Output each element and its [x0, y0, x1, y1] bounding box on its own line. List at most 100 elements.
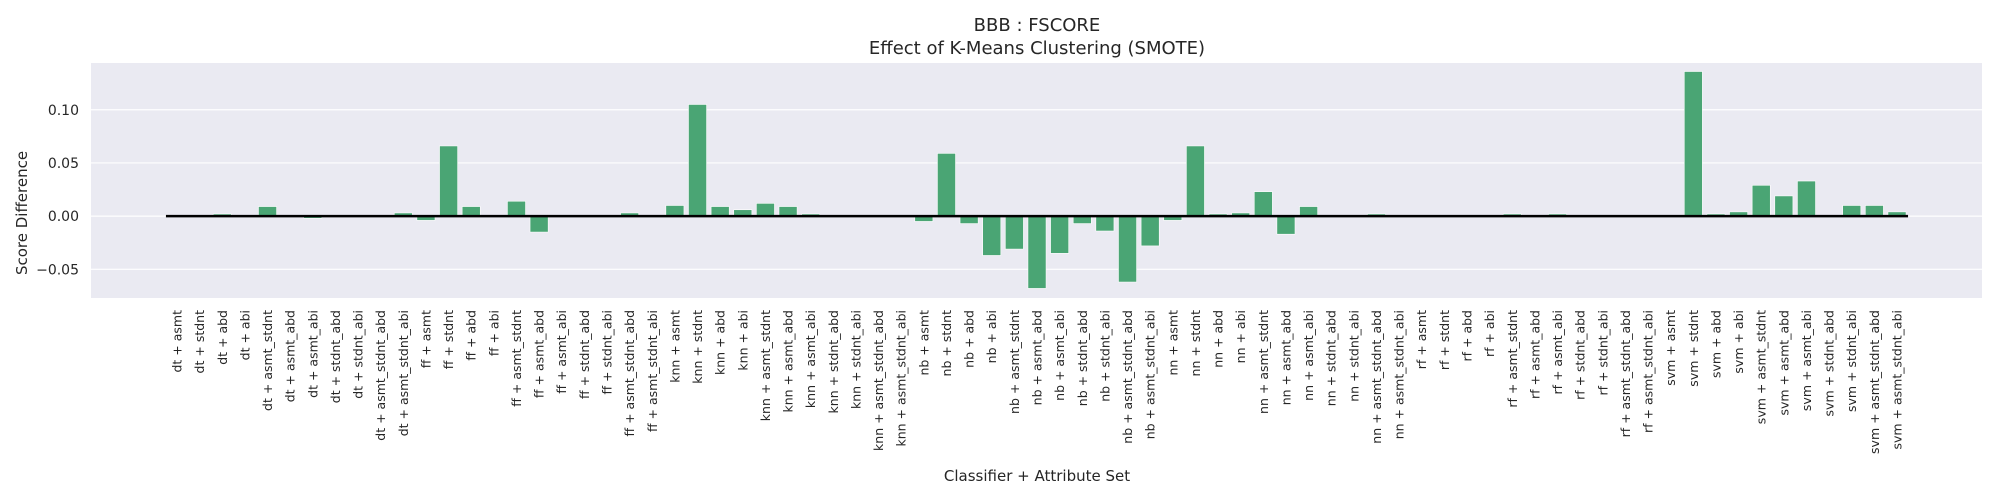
x-tick-label: knn + asmt [667, 310, 682, 383]
bar [1797, 181, 1815, 216]
x-tick-label: dt + stdnt [192, 310, 207, 374]
x-tick-label: svm + abd [1708, 310, 1723, 378]
x-tick-label: dt + stdnt_abi [351, 310, 366, 399]
bar [1752, 185, 1770, 216]
x-tick-label: ff + abi [486, 310, 501, 356]
x-tick-label: nn + abi [1233, 310, 1248, 363]
x-tick-label: dt + asmt_stdnt_abd [373, 310, 388, 441]
y-tick-label: 0.00 [48, 209, 79, 225]
x-tick-label: svm + asmt_stdnt_abd [1867, 310, 1882, 454]
x-tick-label: dt + asmt [170, 310, 185, 373]
x-tick-label: nb + stdnt_abd [1075, 310, 1090, 406]
x-tick-label: rf + asmt_stdnt [1505, 310, 1520, 408]
x-tick-label: svm + asmt [1663, 310, 1678, 386]
x-tick-label: rf + asmt_stdnt_abi [1641, 310, 1656, 433]
bar [666, 205, 684, 216]
bar [1096, 216, 1114, 231]
x-tick-label: dt + asmt_abd [283, 310, 298, 402]
x-tick-label: dt + asmt_stdnt [260, 310, 275, 411]
bar [983, 216, 1001, 255]
x-tick-label: knn + abi [735, 310, 750, 371]
bar [1843, 205, 1861, 216]
bar [462, 207, 480, 217]
x-tick-label: ff + stdnt_abi [600, 310, 615, 395]
bar [1254, 192, 1272, 216]
x-tick-label: nb + stdnt_abi [1097, 310, 1112, 402]
y-tick-label: −0.05 [36, 262, 79, 278]
x-tick-label: svm + abi [1731, 310, 1746, 374]
x-tick-label: ff + asmt_stdnt [509, 310, 524, 407]
x-tick-label: ff + stdnt_abd [577, 310, 592, 399]
x-tick-label: nn + asmt_stdnt_abi [1392, 310, 1407, 439]
x-tick-label: ff + asmt_abi [554, 310, 569, 394]
bar [779, 207, 797, 217]
x-tick-label: rf + abi [1482, 310, 1497, 357]
x-tick-label: rf + asmt_abi [1550, 310, 1565, 395]
y-tick-labels: 0.10 0.05 0.00 −0.05 [36, 103, 79, 279]
bar [1277, 216, 1295, 234]
x-tick-label: nn + abd [1211, 310, 1226, 368]
x-tick-label: dt + abd [215, 310, 230, 365]
x-tick-label: knn + asmt_abi [803, 310, 818, 408]
x-tick-label: nb + asmt_abi [1052, 310, 1067, 401]
x-tick-label: rf + asmt_stdnt_abd [1618, 310, 1633, 437]
bar [1141, 216, 1159, 246]
x-tick-label: ff + stdnt [441, 310, 456, 369]
x-tick-label: svm + stdnt [1686, 310, 1701, 387]
x-tick-label: nn + asmt_abi [1301, 310, 1316, 401]
chart-subtitle: Effect of K-Means Clustering (SMOTE) [869, 38, 1205, 59]
x-tick-label: ff + asmt_abd [532, 310, 547, 398]
bar [507, 201, 525, 216]
y-tick-label: 0.05 [48, 156, 79, 172]
x-tick-label: svm + asmt_stdnt [1754, 310, 1769, 424]
x-tick-label: dt + asmt_abi [305, 310, 320, 398]
bar [756, 203, 774, 216]
x-tick-label: nb + asmt [916, 310, 931, 376]
x-tick-label: svm + stdnt_abi [1844, 310, 1859, 412]
x-tick-label: nb + asmt_stdnt_abi [1143, 310, 1158, 439]
x-tick-label: knn + asmt_stdnt_abd [871, 310, 886, 451]
bar [1051, 216, 1069, 253]
x-tick-label: ff + asmt_stdnt_abd [622, 310, 637, 436]
x-tick-label: knn + stdnt_abi [848, 310, 863, 409]
x-tick-labels: dt + asmt dt + stdnt dt + abd dt + abi dt + … [170, 310, 1905, 454]
chart-title: BBB : FSCORE [974, 15, 1101, 36]
x-tick-label: nb + stdnt [939, 310, 954, 377]
x-tick-label: knn + asmt_abd [781, 310, 796, 413]
x-tick-label: dt + asmt_stdnt_abi [396, 310, 411, 436]
bar [1300, 207, 1318, 217]
x-tick-label: svm + stdnt_abd [1822, 310, 1837, 416]
y-axis-label: Score Difference [13, 151, 31, 275]
x-tick-label: ff + asmt_stdnt_abi [645, 310, 660, 432]
x-tick-label: dt + stdnt_abd [328, 310, 343, 403]
x-tick-label: svm + asmt_stdnt_abi [1890, 310, 1905, 450]
bar [1186, 146, 1204, 216]
bar [530, 216, 548, 232]
y-tick-label: 0.10 [48, 103, 79, 119]
bar [1028, 216, 1046, 288]
x-tick-label: knn + abd [713, 310, 728, 375]
x-tick-label: rf + abd [1460, 310, 1475, 362]
x-tick-label: rf + stdnt_abd [1573, 310, 1588, 400]
x-tick-label: ff + abd [464, 310, 479, 361]
bar [937, 153, 955, 216]
x-tick-label: rf + asmt_abd [1527, 310, 1542, 399]
x-tick-label: nb + asmt_abd [1030, 310, 1045, 405]
x-tick-label: nn + stdnt [1188, 310, 1203, 377]
x-tick-label: knn + stdnt_abd [826, 310, 841, 413]
x-tick-label: ff + asmt [418, 310, 433, 368]
x-tick-label: svm + asmt_abd [1776, 310, 1791, 416]
bar [688, 104, 706, 216]
bar [1865, 205, 1883, 216]
x-tick-label: nn + stdnt_abi [1346, 310, 1361, 402]
x-tick-label: rf + stdnt [1437, 310, 1452, 370]
bar [1005, 216, 1023, 249]
x-axis-label: Classifier + Attribute Set [944, 467, 1130, 485]
x-tick-label: nn + asmt_stdnt_abd [1369, 310, 1384, 444]
x-tick-label: knn + asmt_stdnt [758, 310, 773, 421]
x-tick-label: nn + asmt [1165, 310, 1180, 376]
bar [1684, 72, 1702, 217]
bar [440, 146, 458, 216]
x-tick-label: dt + abi [237, 310, 252, 360]
